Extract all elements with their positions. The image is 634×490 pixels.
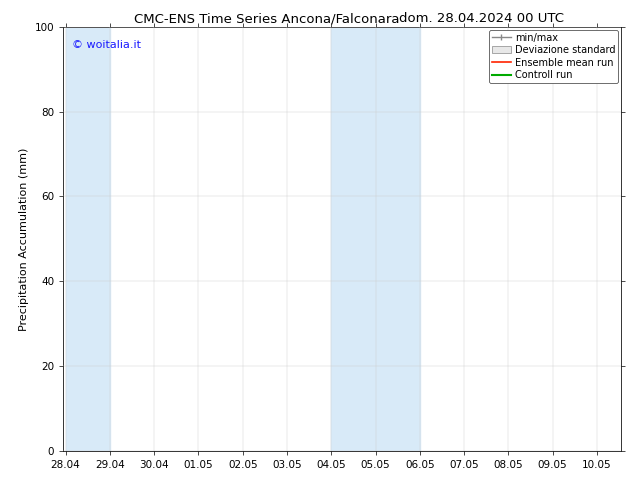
Bar [332, 27, 420, 451]
Text: dom. 28.04.2024 00 UTC: dom. 28.04.2024 00 UTC [399, 12, 564, 25]
Y-axis label: Precipitation Accumulation (mm): Precipitation Accumulation (mm) [19, 147, 29, 331]
Text: © woitalia.it: © woitalia.it [72, 40, 141, 49]
Bar [65, 27, 110, 451]
Text: CMC-ENS Time Series Ancona/Falconara: CMC-ENS Time Series Ancona/Falconara [134, 12, 399, 25]
Legend: min/max, Deviazione standard, Ensemble mean run, Controll run: min/max, Deviazione standard, Ensemble m… [489, 30, 618, 83]
